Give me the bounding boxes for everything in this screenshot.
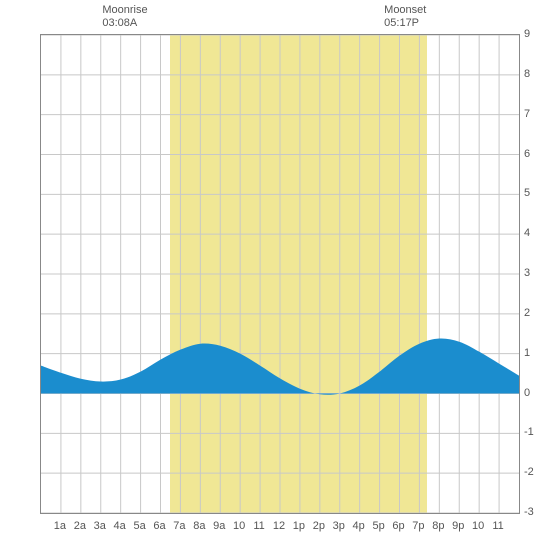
- chart-header: Moonrise 03:08A Moonset 05:17P: [0, 4, 550, 32]
- x-tick-label: 10: [233, 520, 245, 532]
- y-tick-label: 6: [524, 148, 530, 160]
- x-tick-label: 9p: [452, 520, 464, 532]
- x-tick-label: 3a: [94, 520, 106, 532]
- y-tick-label: 7: [524, 108, 530, 120]
- x-tick-label: 3p: [333, 520, 345, 532]
- x-tick-label: 5a: [133, 520, 145, 532]
- y-tick-label: 1: [524, 347, 530, 359]
- tide-series: [41, 35, 519, 513]
- moonset-label: Moonset 05:17P: [384, 4, 426, 30]
- x-tick-label: 2a: [74, 520, 86, 532]
- moonset-time: 05:17P: [384, 17, 426, 30]
- x-tick-label: 1a: [54, 520, 66, 532]
- y-tick-label: -2: [524, 466, 534, 478]
- x-tick-label: 6a: [153, 520, 165, 532]
- y-tick-label: 8: [524, 68, 530, 80]
- x-tick-label: 6p: [392, 520, 404, 532]
- y-tick-label: -1: [524, 426, 534, 438]
- y-tick-label: 3: [524, 267, 530, 279]
- y-tick-label: 4: [524, 227, 530, 239]
- plot-area: [40, 34, 520, 514]
- x-tick-label: 11: [492, 520, 503, 532]
- x-tick-label: 4a: [114, 520, 126, 532]
- moonrise-label: Moonrise 03:08A: [102, 4, 147, 30]
- tide-chart: Moonrise 03:08A Moonset 05:17P -3-2-1012…: [0, 0, 550, 550]
- x-tick-label: 7p: [412, 520, 424, 532]
- x-axis-ticks: 1a 2a 3a 4a 5a 6a 7a 8a 9a 10 11 12 1p 2p 3p 4p 5p 6p 7p 8p…: [40, 520, 518, 536]
- x-tick-label: 11: [253, 520, 264, 532]
- x-tick-label: 9a: [213, 520, 225, 532]
- y-tick-label: -3: [524, 506, 534, 518]
- y-axis-ticks: -3-2-10123456789: [524, 34, 548, 512]
- x-tick-label: 8a: [193, 520, 205, 532]
- x-tick-label: 1p: [293, 520, 305, 532]
- x-tick-label: 8p: [432, 520, 444, 532]
- x-tick-label: 5p: [372, 520, 384, 532]
- x-tick-label: 2p: [313, 520, 325, 532]
- x-tick-label: 12: [273, 520, 285, 532]
- moonset-title: Moonset: [384, 4, 426, 17]
- moonrise-time: 03:08A: [102, 17, 147, 30]
- moonrise-title: Moonrise: [102, 4, 147, 17]
- y-tick-label: 5: [524, 187, 530, 199]
- y-tick-label: 0: [524, 387, 530, 399]
- x-tick-label: 10: [472, 520, 484, 532]
- y-tick-label: 9: [524, 28, 530, 40]
- x-tick-label: 7a: [173, 520, 185, 532]
- y-tick-label: 2: [524, 307, 530, 319]
- x-tick-label: 4p: [353, 520, 365, 532]
